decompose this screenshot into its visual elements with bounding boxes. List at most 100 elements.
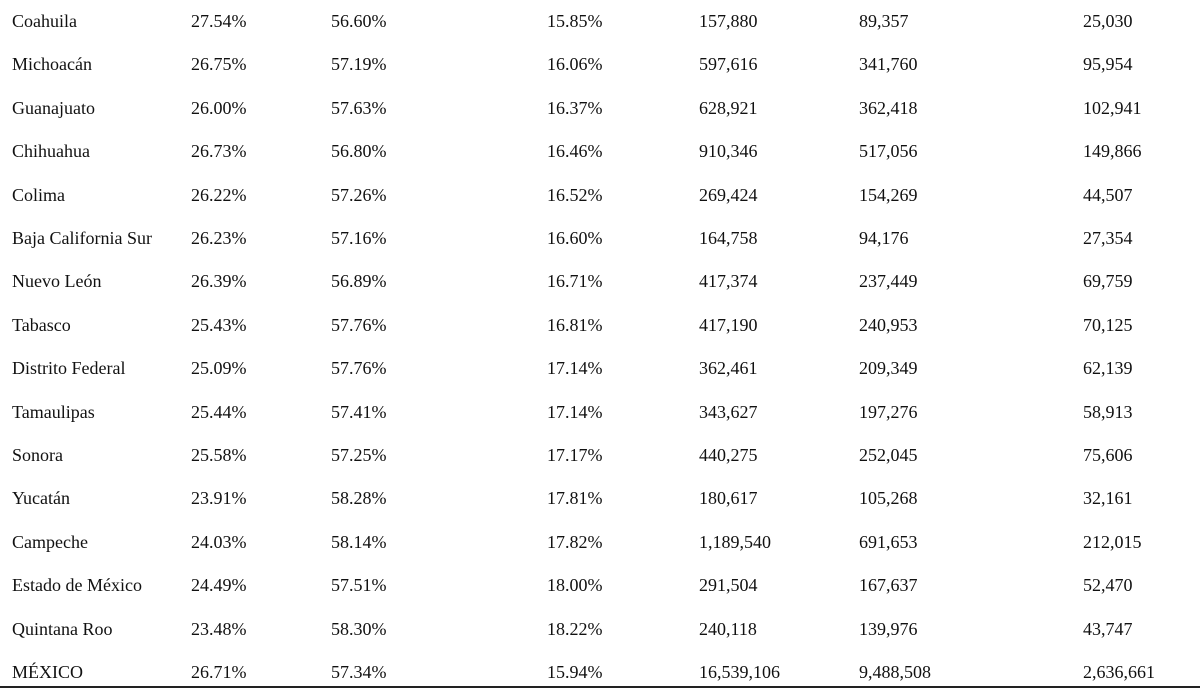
state-name-cell: Colima [12,184,65,205]
table-row: MÉXICO 26.71% 57.34% 15.94% 16,539,106 9,488,… [0,651,1200,694]
value-cell: 417,190 [699,314,758,335]
value-cell: 17.81% [547,488,603,509]
value-cell: 1,189,540 [699,531,771,552]
value-cell: 16,539,106 [699,662,780,682]
value-cell: 17.14% [547,401,603,422]
table-row: Michoacán 26.75% 57.19% 16.06% 597,616 341,76… [0,43,1200,86]
value-cell: 23.91% [191,488,247,509]
table-row: Estado de México 24.49% 57.51% 18.00% 291,50… [0,564,1200,607]
table-row: Campeche 24.03% 58.14% 17.82% 1,189,540 691,6… [0,521,1200,564]
value-cell: 26.75% [191,54,247,75]
state-name-cell: Campeche [12,531,88,552]
value-cell: 27.54% [191,11,247,31]
value-cell: 57.76% [331,358,387,379]
state-name-cell: Guanajuato [12,97,95,118]
value-cell: 25.43% [191,314,247,335]
value-cell: 94,176 [859,228,909,248]
state-name-cell: MÉXICO [12,662,83,682]
table-row: Quintana Roo 23.48% 58.30% 18.22% 240,118 139… [0,608,1200,651]
value-cell: 23.48% [191,618,247,639]
state-name-cell: Michoacán [12,54,92,75]
state-name-cell: Tabasco [12,314,71,335]
value-cell: 26.22% [191,184,247,205]
value-cell: 16.46% [547,141,603,162]
value-cell: 212,015 [1083,531,1142,552]
value-cell: 105,268 [859,488,918,509]
value-cell: 56.60% [331,11,387,31]
value-cell: 57.25% [331,445,387,465]
value-cell: 237,449 [859,271,918,292]
value-cell: 139,976 [859,618,918,639]
value-cell: 24.03% [191,531,247,552]
state-name-cell: Nuevo León [12,271,102,292]
state-name-cell: Distrito Federal [12,358,126,379]
value-cell: 628,921 [699,97,758,118]
value-cell: 62,139 [1083,358,1133,379]
value-cell: 269,424 [699,184,758,205]
value-cell: 56.89% [331,271,387,292]
value-cell: 102,941 [1083,97,1142,118]
value-cell: 70,125 [1083,314,1133,335]
table-row: Tamaulipas 25.44% 57.41% 17.14% 343,627 197,2… [0,391,1200,434]
state-name-cell: Tamaulipas [12,401,95,422]
value-cell: 16.81% [547,314,603,335]
table-row: Coahuila 27.54% 56.60% 15.85% 157,880 89,357 2… [0,0,1200,43]
value-cell: 58.14% [331,531,387,552]
value-cell: 26.23% [191,228,247,248]
table-row: Tabasco 25.43% 57.76% 16.81% 417,190 240,953 7… [0,304,1200,347]
value-cell: 57.19% [331,54,387,75]
value-cell: 25.44% [191,401,247,422]
value-cell: 57.16% [331,228,387,248]
value-cell: 26.00% [191,97,247,118]
value-cell: 343,627 [699,401,758,422]
value-cell: 16.52% [547,184,603,205]
value-cell: 44,507 [1083,184,1133,205]
value-cell: 180,617 [699,488,758,509]
value-cell: 517,056 [859,141,918,162]
table-row: Guanajuato 26.00% 57.63% 16.37% 628,921 362,4… [0,87,1200,130]
value-cell: 57.63% [331,97,387,118]
value-cell: 58.28% [331,488,387,509]
value-cell: 32,161 [1083,488,1133,509]
value-cell: 16.37% [547,97,603,118]
value-cell: 362,461 [699,358,758,379]
value-cell: 157,880 [699,11,758,31]
value-cell: 57.51% [331,575,387,596]
value-cell: 25,030 [1083,11,1133,31]
state-name-cell: Baja California Sur [12,228,152,248]
table-row: Chihuahua 26.73% 56.80% 16.46% 910,346 517,05… [0,130,1200,173]
value-cell: 16.06% [547,54,603,75]
value-cell: 57.76% [331,314,387,335]
table-bottom-rule [0,686,1200,688]
state-name-cell: Yucatán [12,488,70,509]
value-cell: 18.00% [547,575,603,596]
value-cell: 691,653 [859,531,918,552]
value-cell: 154,269 [859,184,918,205]
table-row: Baja California Sur 26.23% 57.16% 16.60% 164… [0,217,1200,260]
value-cell: 252,045 [859,445,918,465]
value-cell: 197,276 [859,401,918,422]
value-cell: 17.14% [547,358,603,379]
value-cell: 15.94% [547,662,603,682]
value-cell: 17.82% [547,531,603,552]
value-cell: 25.09% [191,358,247,379]
value-cell: 18.22% [547,618,603,639]
value-cell: 240,953 [859,314,918,335]
value-cell: 149,866 [1083,141,1142,162]
value-cell: 26.39% [191,271,247,292]
state-name-cell: Coahuila [12,11,77,31]
value-cell: 910,346 [699,141,758,162]
value-cell: 69,759 [1083,271,1133,292]
value-cell: 17.17% [547,445,603,465]
table-row: Yucatán 23.91% 58.28% 17.81% 180,617 105,268 3… [0,477,1200,520]
state-name-cell: Estado de México [12,575,142,596]
value-cell: 57.34% [331,662,387,682]
value-cell: 95,954 [1083,54,1133,75]
value-cell: 209,349 [859,358,918,379]
value-cell: 25.58% [191,445,247,465]
value-cell: 341,760 [859,54,918,75]
state-name-cell: Chihuahua [12,141,90,162]
state-name-cell: Quintana Roo [12,618,113,639]
table-row: Distrito Federal 25.09% 57.76% 17.14% 362,46… [0,347,1200,390]
